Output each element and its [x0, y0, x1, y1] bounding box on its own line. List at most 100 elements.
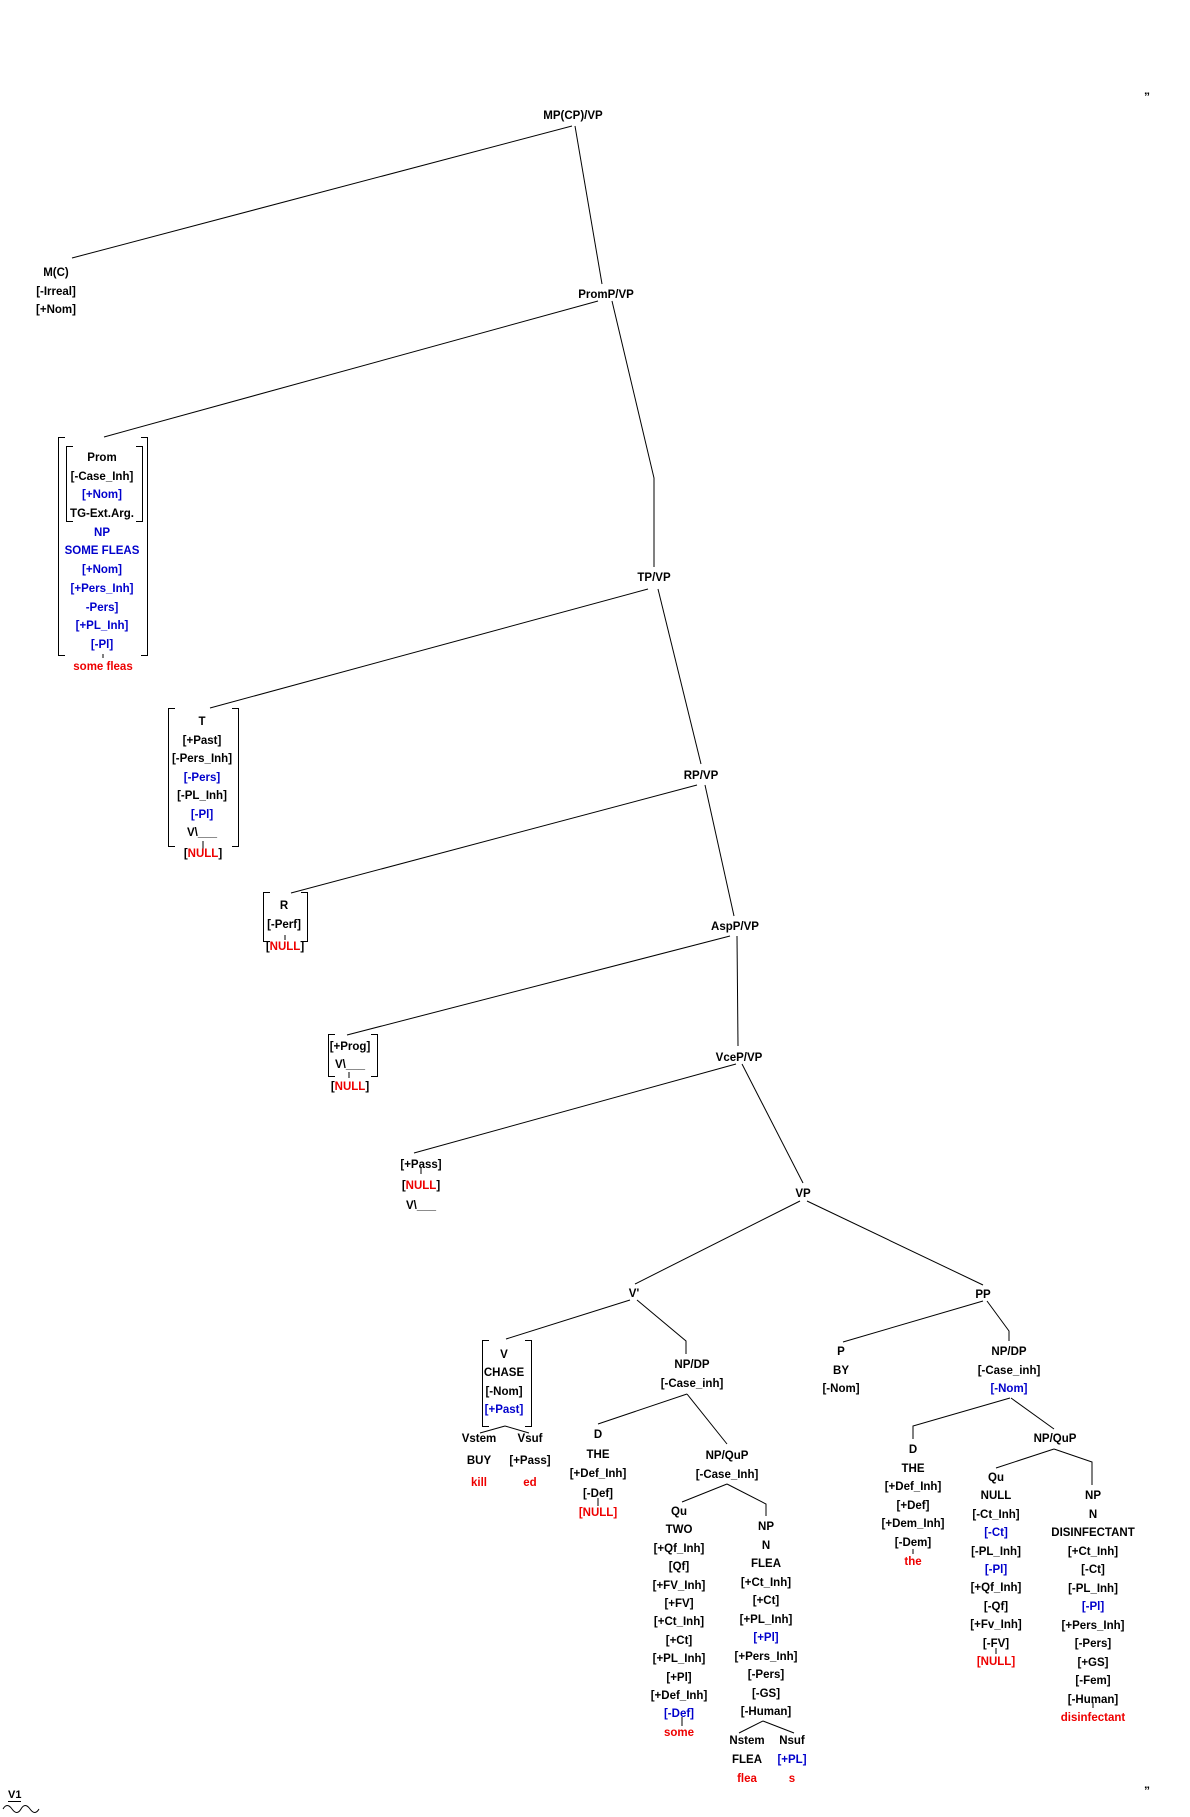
feature-line: [+GS]	[1077, 1656, 1109, 1669]
feature-line: [+FV_Inh]	[652, 1579, 706, 1592]
t-bracket-right	[232, 708, 239, 847]
feature-line: [+Fv_Inh]	[970, 1619, 1022, 1632]
feature-line: [+Qf_Inh]	[970, 1582, 1022, 1595]
tree-edge	[209, 588, 649, 709]
feature-line: [+Ct]	[665, 1634, 693, 1647]
feature-line: ed	[523, 1477, 537, 1489]
feature-line: [-Pers]	[183, 771, 221, 784]
node-v-features: V CHASE [-Nom] [+Past]	[484, 1346, 524, 1420]
feature-line: [+Nom]	[36, 304, 76, 317]
feature-line: [-Def]	[663, 1708, 695, 1721]
feature-line: NP	[94, 526, 110, 539]
feature-line: NP	[1085, 1490, 1101, 1502]
feature-line: [-Irreal]	[36, 285, 76, 298]
feature-line: [+Ct_Inh]	[653, 1616, 705, 1629]
feature-line: [+FV]	[664, 1597, 694, 1610]
t-null-spellout: [NULL]	[183, 848, 223, 860]
tree-edge	[741, 1063, 804, 1184]
node-d-left: D THE [+Def_Inh] [-Def] [NULL]	[570, 1426, 627, 1524]
feature-line: [-GS]	[751, 1687, 781, 1700]
r-bracket-right	[301, 892, 308, 942]
feature-line: [+PL_Inh]	[75, 620, 129, 633]
feature-line: [-Perf]	[267, 918, 301, 931]
feature-line: [+Ct_Inh]	[1067, 1545, 1119, 1558]
r-bracket-left	[263, 892, 270, 942]
node-qu-two: Qu TWO [+Qf_Inh] [Qf] [+FV_Inh] [+FV] [+Ct_Inh…	[651, 1503, 708, 1742]
feature-line: [+Nom]	[82, 489, 122, 502]
feature-line: [-Human]	[1067, 1693, 1119, 1706]
tree-edge	[762, 1720, 795, 1734]
t-bracket-left	[168, 708, 175, 847]
feature-line: s	[788, 1773, 796, 1785]
prog-null-spellout: [NULL]	[330, 1081, 370, 1093]
prom-inner-bracket-right	[136, 446, 143, 522]
feature-line: [+Qf_Inh]	[653, 1542, 705, 1555]
feature-line: Vsuf	[517, 1433, 543, 1445]
node-npqup-left: NP/QuP [-Case_Inh]	[696, 1447, 759, 1484]
node-tp-vp: TP/VP	[637, 572, 671, 584]
feature-line: kill	[471, 1477, 487, 1489]
tree-edge	[726, 1483, 767, 1516]
feature-line: [-Nom]	[822, 1383, 860, 1395]
tree-edge	[681, 1483, 728, 1503]
tree-edge	[597, 1393, 688, 1425]
footer-squiggle	[2, 1805, 40, 1813]
node-npdp-right: NP/DP [-Case_inh] [-Nom]	[978, 1343, 1041, 1399]
feature-line: [+Pl]	[666, 1671, 692, 1684]
feature-line: DISINFECTANT	[1051, 1527, 1135, 1539]
feature-line: NP/DP	[674, 1359, 710, 1371]
feature-line: [-Qf]	[983, 1600, 1009, 1613]
feature-line: [+Def_Inh]	[884, 1481, 942, 1494]
feature-line: [+Pass]	[400, 1159, 442, 1171]
node-vp: VP	[795, 1188, 811, 1200]
feature-line: [-Pers]	[1074, 1638, 1112, 1650]
prom-inner-bracket-left	[66, 446, 73, 522]
feature-line: Qu	[671, 1506, 687, 1518]
feature-line: [NULL]	[578, 1507, 618, 1519]
feature-line: [-PL_Inh]	[1068, 1582, 1118, 1595]
feature-line: [-Ct_Inh]	[972, 1508, 1020, 1521]
feature-line: [-Def]	[582, 1487, 614, 1500]
tree-edge	[71, 125, 573, 259]
node-np-flea: NP N FLEA [+Ct_Inh] [+Ct] [+PL_Inh] [+Pl] [+Per…	[735, 1518, 798, 1722]
feature-line: [-Pl]	[90, 638, 114, 651]
feature-line: [-FV]	[982, 1637, 1010, 1650]
feature-line: V\___	[186, 827, 218, 839]
feature-line: [+PL]	[777, 1754, 807, 1766]
tree-edge	[634, 1200, 801, 1285]
feature-line: [+PL_Inh]	[739, 1613, 793, 1626]
feature-line: M(C)	[43, 267, 69, 279]
feature-line: flea	[737, 1773, 757, 1785]
feature-line: N	[1088, 1508, 1098, 1521]
feature-line: [+Def_Inh]	[650, 1689, 708, 1702]
tree-edge	[290, 784, 698, 894]
tree-edge	[736, 935, 739, 1047]
feature-line: Qu	[988, 1472, 1004, 1484]
feature-line: NP	[758, 1521, 774, 1533]
tree-edge	[505, 1299, 631, 1340]
feature-line: [-Pl]	[190, 808, 214, 821]
feature-line: [+Ct_Inh]	[740, 1576, 792, 1589]
node-pp: PP	[975, 1289, 991, 1301]
node-rp-vp: RP/VP	[683, 770, 719, 782]
feature-line: [+Dem_Inh]	[881, 1518, 945, 1531]
node-prog-features: [+Prog] V\___	[330, 1038, 371, 1075]
feature-line: FLEA	[731, 1754, 763, 1766]
feature-line: N	[761, 1539, 771, 1552]
feature-line: Nsuf	[779, 1735, 805, 1747]
tree-edge	[636, 1299, 687, 1354]
node-v-bar: V'	[628, 1288, 640, 1300]
node-np-disinfectant: NP N DISINFECTANT [+Ct_Inh] [-Ct] [-PL_Inh] [-…	[1051, 1487, 1134, 1728]
feature-line: [+Pl]	[753, 1632, 779, 1644]
feature-line: [-PL_Inh]	[971, 1545, 1021, 1558]
feature-line: [+Ct]	[752, 1595, 780, 1607]
tree-edge	[479, 1425, 506, 1434]
tree-edge	[1053, 1448, 1093, 1485]
feature-line: [-Pers_Inh]	[171, 753, 233, 765]
tree-edge	[704, 784, 735, 917]
feature-line: V\___	[334, 1059, 366, 1072]
feature-line: the	[904, 1555, 922, 1568]
feature-line: [+Pers_Inh]	[734, 1650, 798, 1663]
tree-edge	[842, 1300, 984, 1343]
